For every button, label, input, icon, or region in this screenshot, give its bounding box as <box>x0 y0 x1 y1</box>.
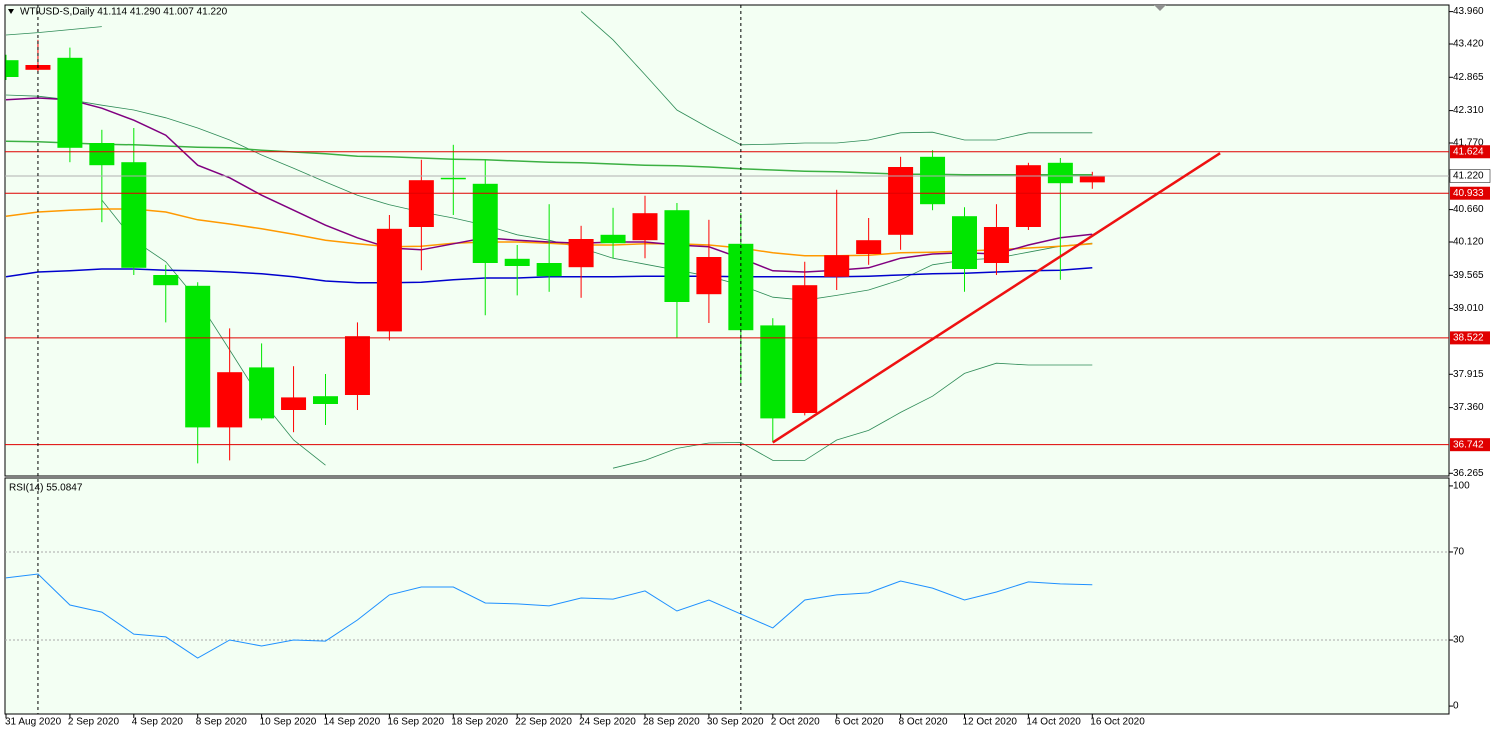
candle-body <box>1047 162 1073 184</box>
x-tick-label: 12 Oct 2020 <box>963 717 1018 728</box>
y-tick-label: 43.960 <box>1453 6 1484 17</box>
shift-marker <box>1154 5 1166 11</box>
x-tick-label: 6 Oct 2020 <box>835 717 884 728</box>
candle-body <box>185 285 211 428</box>
y-tick-label: 37.360 <box>1453 402 1484 413</box>
y-tick-label: 0 <box>1453 701 1459 712</box>
candle-body <box>217 372 243 428</box>
y-tick-label: 40.120 <box>1453 237 1484 248</box>
x-tick-label: 14 Sep 2020 <box>324 717 381 728</box>
candle-body <box>920 156 946 205</box>
x-tick-label: 2 Oct 2020 <box>771 717 820 728</box>
x-tick-label: 14 Oct 2020 <box>1026 717 1081 728</box>
candle-body <box>856 240 882 254</box>
y-tick-label: 40.660 <box>1453 204 1484 215</box>
level-label: 36.742 <box>1453 439 1484 450</box>
x-tick-label: 4 Sep 2020 <box>132 717 184 728</box>
candle-body <box>6 60 19 77</box>
candle-body <box>792 285 818 413</box>
rsi-panel <box>4 477 1450 715</box>
y-tick-label: 37.915 <box>1453 369 1484 380</box>
x-tick-label: 18 Sep 2020 <box>451 717 508 728</box>
x-tick-label: 30 Sep 2020 <box>707 717 764 728</box>
x-tick-label: 16 Oct 2020 <box>1090 717 1145 728</box>
level-label: 38.522 <box>1453 333 1484 344</box>
chart-title: WTIUSD-S,Daily 41.114 41.290 41.007 41.2… <box>20 7 228 18</box>
y-tick-label: 30 <box>1453 635 1465 646</box>
candle-body <box>344 336 370 395</box>
x-tick-label: 16 Sep 2020 <box>387 717 444 728</box>
candle-body <box>472 183 498 263</box>
x-tick-label: 31 Aug 2020 <box>5 717 62 728</box>
level-label-box <box>1450 438 1490 452</box>
y-tick-label: 42.310 <box>1453 105 1484 116</box>
level-label-box <box>1450 331 1490 345</box>
candle-body <box>313 396 338 404</box>
candle-body <box>568 239 594 268</box>
y-tick-label: 41.770 <box>1453 138 1484 149</box>
y-tick-label: 42.865 <box>1453 72 1484 83</box>
rsi-line <box>5 573 1093 659</box>
candle-body <box>440 177 466 180</box>
candle-body <box>600 234 626 244</box>
y-tick-label: 39.565 <box>1453 270 1484 281</box>
candle-body <box>952 216 977 269</box>
x-tick-label: 28 Sep 2020 <box>643 717 700 728</box>
menu-marker <box>8 9 14 14</box>
candle-body <box>888 167 914 235</box>
y-tick-label: 43.420 <box>1453 39 1484 50</box>
candle-body <box>1015 165 1041 227</box>
candle-body <box>153 275 179 286</box>
candle-body <box>89 143 115 166</box>
candle-body <box>281 397 307 410</box>
candle-body <box>536 263 562 277</box>
x-tick-label: 8 Oct 2020 <box>899 717 948 728</box>
price-label: 41.220 <box>1453 171 1484 182</box>
y-tick-label: 100 <box>1453 481 1470 492</box>
candle-body <box>1079 176 1105 183</box>
level-label-box <box>1450 145 1490 159</box>
x-tick-label: 10 Sep 2020 <box>260 717 317 728</box>
indicator-line <box>5 11 1093 146</box>
candle-body <box>408 180 434 227</box>
y-tick-label: 70 <box>1453 547 1465 558</box>
candle-body <box>983 227 1009 263</box>
candle-body <box>696 257 722 295</box>
x-tick-label: 8 Sep 2020 <box>196 717 248 728</box>
price-label-box <box>1449 169 1491 183</box>
main-panel <box>4 4 1450 477</box>
x-tick-label: 24 Sep 2020 <box>579 717 636 728</box>
candle-body <box>57 57 83 148</box>
level-label: 40.933 <box>1453 188 1484 199</box>
x-tick-label: 2 Sep 2020 <box>68 717 120 728</box>
level-label: 41.624 <box>1453 146 1484 157</box>
candle-body <box>760 325 786 419</box>
y-tick-label: 36.265 <box>1453 468 1484 479</box>
candle-body <box>504 258 530 266</box>
candle-body <box>824 255 850 277</box>
candle-body <box>664 210 690 302</box>
candle-body <box>632 213 658 241</box>
trendline <box>772 152 1221 444</box>
rsi-title: RSI(14) 55.0847 <box>9 483 83 494</box>
candle-body <box>249 367 275 419</box>
candle-body <box>376 228 402 332</box>
y-tick-label: 39.010 <box>1453 303 1484 314</box>
level-label-box <box>1450 186 1490 200</box>
x-tick-label: 22 Sep 2020 <box>515 717 572 728</box>
candle-body <box>121 162 147 268</box>
